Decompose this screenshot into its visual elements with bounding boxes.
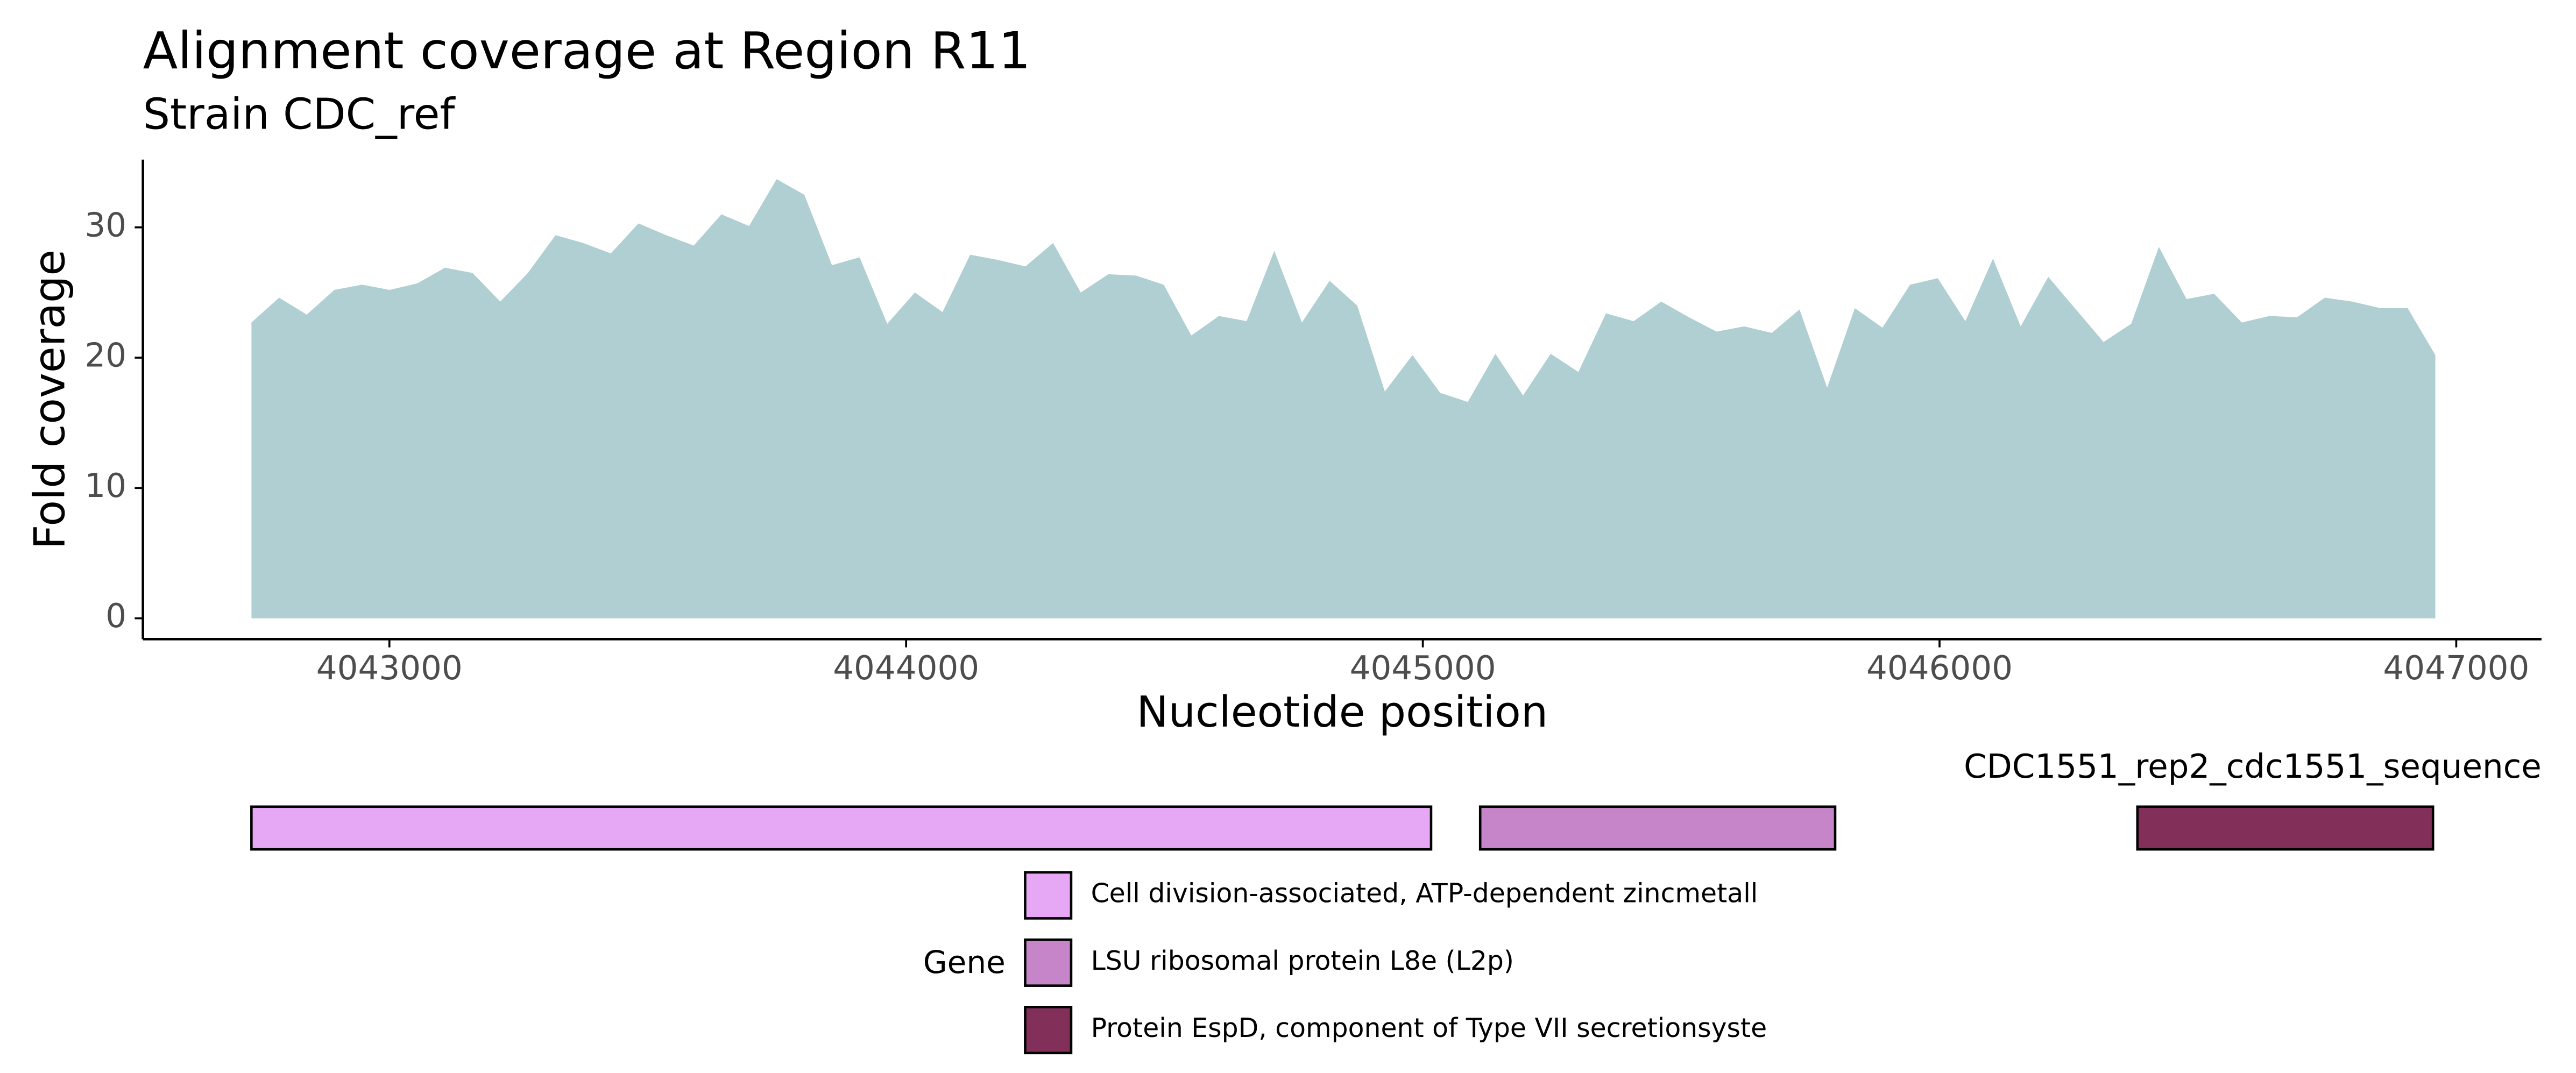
x-tick-label: 4045000 (1350, 649, 1496, 687)
legend-label: Protein EspD, component of Type VII secr… (1091, 1013, 1767, 1043)
x-tick-label: 4047000 (2383, 649, 2529, 687)
y-tick-label: 20 (84, 337, 126, 375)
y-tick-label: 0 (105, 597, 126, 635)
chart-title: Alignment coverage at Region R11 (143, 22, 1031, 81)
legend-label: LSU ribosomal protein L8e (L2p) (1091, 946, 1514, 976)
x-tick-label: 4046000 (1866, 649, 2013, 687)
legend-swatch (1024, 938, 1073, 987)
legend-title: Gene (923, 944, 1006, 980)
gene-bar (2136, 805, 2435, 851)
x-tick-label: 4043000 (316, 649, 463, 687)
y-axis-title: Fold coverage (25, 250, 75, 550)
chart-subtitle: Strain CDC_ref (143, 89, 456, 139)
x-axis-title: Nucleotide position (1136, 687, 1548, 737)
legend-swatch (1024, 871, 1073, 920)
legend-swatch (1024, 1006, 1073, 1055)
legend-label: Cell division-associated, ATP-dependent … (1091, 878, 1758, 909)
coverage-area (251, 179, 2436, 619)
gene-bar (1478, 805, 1837, 851)
y-tick-label: 10 (84, 467, 126, 505)
gene-bar (250, 805, 1433, 851)
y-tick-label: 30 (84, 206, 126, 244)
x-tick-label: 4044000 (833, 649, 979, 687)
track-label: CDC1551_rep2_cdc1551_sequence (1964, 748, 2542, 786)
